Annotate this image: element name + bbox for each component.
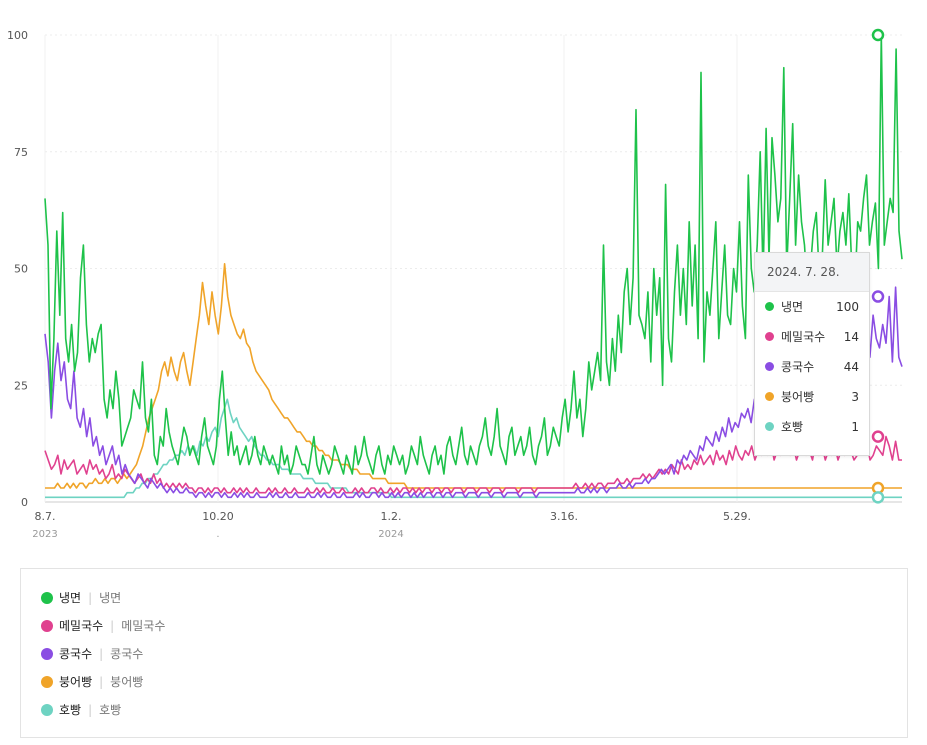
series-line-0: [44, 34, 903, 475]
legend-dot: [41, 620, 53, 632]
legend-item-hoppang[interactable]: 호빵 | 호빵: [21, 701, 907, 729]
tooltip-dot: [765, 332, 774, 341]
tooltip-dot: [765, 362, 774, 371]
y-tick-label: 100: [7, 29, 28, 42]
legend-label: 메밀국수: [59, 619, 104, 633]
x-tick-label: 5.29.: [723, 510, 751, 523]
tooltip-dot: [765, 302, 774, 311]
legend-label: 호빵: [59, 703, 82, 717]
legend-label: 붕어빵: [59, 675, 93, 689]
hover-marker-2: [871, 290, 885, 303]
legend-label: 콩국수: [59, 647, 93, 661]
x-tick-label: 1.2.: [381, 510, 402, 523]
legend-sub-label: 냉면: [99, 591, 122, 605]
x-tick-sublabel: 2023: [32, 529, 57, 540]
y-axis: 0 25 50 75 100: [7, 29, 28, 509]
hover-marker-4: [871, 491, 885, 504]
tooltip-row-value: 44: [843, 360, 859, 374]
legend-sub-label: 메밀국수: [121, 619, 166, 633]
hover-markers: [871, 28, 885, 504]
legend-sub-label: 콩국수: [110, 647, 144, 661]
tooltip-row: 콩국수 44: [755, 352, 869, 382]
tooltip-row-value: 3: [851, 390, 859, 404]
x-axis: 8.7. 2023 10.20. 1.2. 2024 3.16. 5.29.: [32, 510, 751, 540]
tooltip-date: 2024. 7. 28.: [755, 253, 869, 292]
hover-marker-0: [871, 28, 885, 42]
legend-item-memilguksu[interactable]: 메밀국수 | 메밀국수: [21, 617, 907, 645]
tooltip-row: 메밀국수 14: [755, 322, 869, 352]
chart-legend: 냉면 | 냉면 메밀국수 | 메밀국수 콩국수 | 콩국수 붕어빵 | 붕어빵 호빵 | 호빵: [20, 568, 908, 738]
legend-dot: [41, 648, 53, 660]
legend-item-bungeoppang[interactable]: 붕어빵 | 붕어빵: [21, 673, 907, 701]
legend-item-kongguksu[interactable]: 콩국수 | 콩국수: [21, 645, 907, 673]
legend-label: 냉면: [59, 591, 82, 605]
tooltip-row-value: 100: [836, 300, 859, 314]
x-tick-sublabel: .: [216, 529, 219, 540]
legend-item-naengmyeon[interactable]: 냉면 | 냉면: [21, 589, 907, 617]
legend-dot: [41, 704, 53, 716]
tooltip-row-value: 14: [843, 330, 859, 344]
x-tick-sublabel: 2024: [378, 529, 403, 540]
hover-marker-1: [871, 430, 885, 443]
legend-dot: [41, 676, 53, 688]
tooltip-row-value: 1: [851, 420, 859, 434]
y-tick-label: 0: [21, 496, 28, 509]
tooltip-dot: [765, 392, 774, 401]
x-tick-label: 10.20: [202, 510, 234, 523]
tooltip-row: 붕어빵 3: [755, 382, 869, 412]
tooltip-row-label: 붕어빵: [781, 390, 815, 404]
chart-tooltip: 2024. 7. 28. 냉면 100 메밀국수 14 콩국수 44 붕어빵 3…: [754, 252, 870, 456]
tooltip-row-label: 콩국수: [781, 360, 815, 374]
x-tick-label: 8.7.: [35, 510, 56, 523]
y-tick-label: 50: [14, 263, 28, 276]
x-tick-label: 3.16.: [550, 510, 578, 523]
tooltip-dot: [765, 422, 774, 431]
tooltip-row-label: 메밀국수: [781, 330, 826, 344]
y-tick-label: 25: [14, 379, 28, 392]
legend-dot: [41, 592, 53, 604]
y-tick-label: 75: [14, 146, 28, 159]
legend-sub-label: 붕어빵: [110, 675, 144, 689]
tooltip-row: 냉면 100: [755, 292, 869, 322]
tooltip-row: 호빵 1: [755, 412, 869, 442]
legend-sub-label: 호빵: [99, 703, 122, 717]
tooltip-row-label: 냉면: [781, 300, 804, 314]
tooltip-row-label: 호빵: [781, 420, 804, 434]
